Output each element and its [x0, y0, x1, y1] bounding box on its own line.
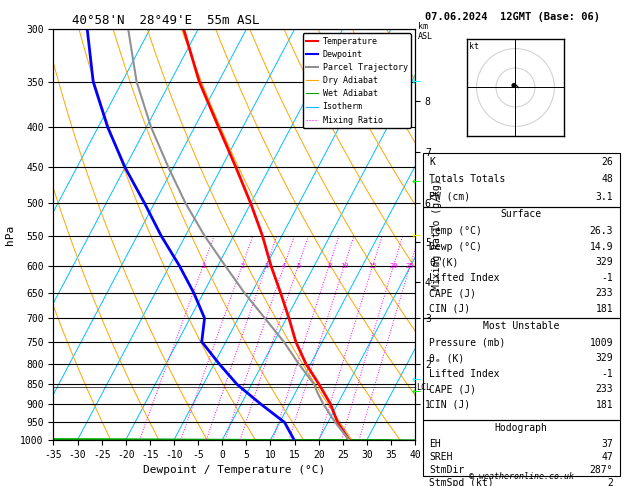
Legend: Temperature, Dewpoint, Parcel Trajectory, Dry Adiabat, Wet Adiabat, Isotherm, Mi: Temperature, Dewpoint, Parcel Trajectory… [303, 34, 411, 128]
Text: 47: 47 [601, 452, 613, 462]
Text: 287°: 287° [590, 465, 613, 475]
Text: 181: 181 [596, 400, 613, 410]
Text: Dewp (°C): Dewp (°C) [429, 242, 482, 252]
Text: Hodograph: Hodograph [494, 423, 548, 433]
Text: θₑ (K): θₑ (K) [429, 353, 464, 364]
Text: 2: 2 [240, 262, 244, 269]
Text: ←: ← [411, 375, 420, 385]
Text: 20: 20 [389, 262, 398, 269]
Text: Most Unstable: Most Unstable [483, 321, 559, 331]
Text: CIN (J): CIN (J) [429, 400, 470, 410]
Text: 48: 48 [601, 174, 613, 185]
Text: 329: 329 [596, 353, 613, 364]
Text: CAPE (J): CAPE (J) [429, 384, 476, 395]
Text: 329: 329 [596, 257, 613, 267]
Text: 181: 181 [596, 304, 613, 314]
Text: 5: 5 [296, 262, 301, 269]
Text: 233: 233 [596, 288, 613, 298]
Text: -1: -1 [601, 369, 613, 379]
Text: 26.3: 26.3 [590, 226, 613, 236]
Text: 3.1: 3.1 [596, 192, 613, 202]
Text: 2: 2 [608, 478, 613, 486]
Text: km
ASL: km ASL [418, 22, 433, 41]
Text: StmDir: StmDir [429, 465, 464, 475]
Text: 15: 15 [369, 262, 377, 269]
Text: K: K [429, 157, 435, 167]
Text: ←: ← [411, 77, 420, 87]
Text: Pressure (mb): Pressure (mb) [429, 338, 505, 348]
Text: 37: 37 [601, 439, 613, 449]
Text: kt: kt [469, 42, 479, 51]
Text: PW (cm): PW (cm) [429, 192, 470, 202]
Text: 8: 8 [327, 262, 331, 269]
Text: SREH: SREH [429, 452, 452, 462]
X-axis label: Dewpoint / Temperature (°C): Dewpoint / Temperature (°C) [143, 465, 325, 475]
Text: © weatheronline.co.uk: © weatheronline.co.uk [469, 472, 574, 481]
Text: 1: 1 [201, 262, 205, 269]
Text: CAPE (J): CAPE (J) [429, 288, 476, 298]
Text: CIN (J): CIN (J) [429, 304, 470, 314]
Text: 233: 233 [596, 384, 613, 395]
Text: Lifted Index: Lifted Index [429, 369, 499, 379]
Text: 26: 26 [601, 157, 613, 167]
Text: ←: ← [411, 177, 420, 187]
Text: θₑ(K): θₑ(K) [429, 257, 459, 267]
Text: 4: 4 [282, 262, 286, 269]
Text: 1009: 1009 [590, 338, 613, 348]
Text: Totals Totals: Totals Totals [429, 174, 505, 185]
Text: 40°58'N  28°49'E  55m ASL: 40°58'N 28°49'E 55m ASL [72, 14, 259, 27]
Text: ←: ← [411, 387, 420, 398]
Text: 10: 10 [340, 262, 348, 269]
Text: ←: ← [411, 231, 420, 241]
Y-axis label: Mixing Ratio (g/kg): Mixing Ratio (g/kg) [432, 179, 442, 290]
Text: LCL: LCL [416, 382, 431, 392]
Text: Temp (°C): Temp (°C) [429, 226, 482, 236]
Text: -1: -1 [601, 273, 613, 283]
Text: 3: 3 [264, 262, 269, 269]
Text: 14.9: 14.9 [590, 242, 613, 252]
Text: StmSpd (kt): StmSpd (kt) [429, 478, 494, 486]
Text: EH: EH [429, 439, 441, 449]
Y-axis label: hPa: hPa [4, 225, 14, 244]
Text: 07.06.2024  12GMT (Base: 06): 07.06.2024 12GMT (Base: 06) [425, 12, 599, 22]
Text: Surface: Surface [501, 209, 542, 219]
Text: 25: 25 [406, 262, 415, 269]
Text: Lifted Index: Lifted Index [429, 273, 499, 283]
